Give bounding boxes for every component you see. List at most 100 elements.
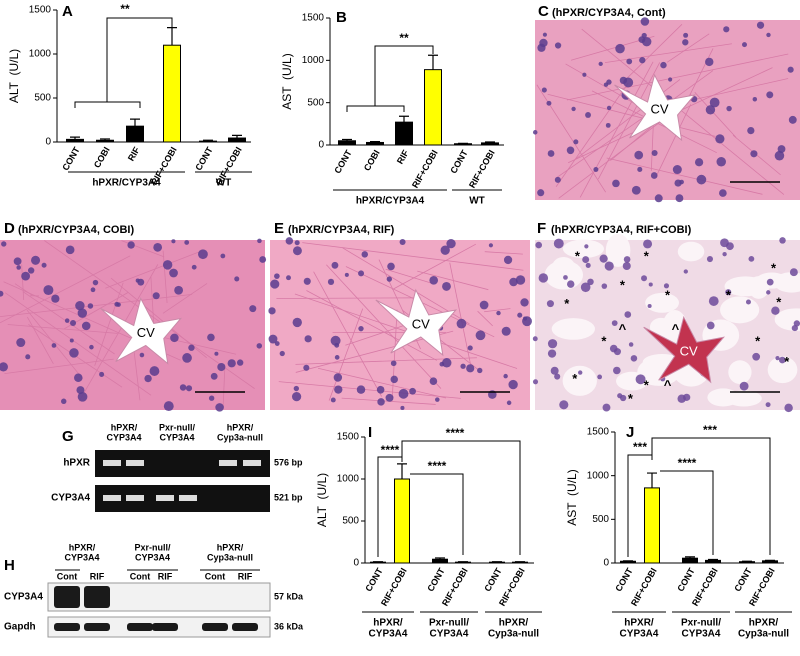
nucleus [725,289,732,296]
vacuole [767,356,798,384]
row-label: CYP3A4 [4,592,43,603]
x-tick-label: CONT [613,566,635,594]
nucleus [647,303,652,309]
blot-band [202,623,228,631]
x-tick-label: RIF+COBI [410,148,440,190]
significance-bracket [346,45,434,112]
nucleus [598,61,603,67]
nucleus [535,241,542,249]
nucleus [532,336,538,342]
nucleus [587,278,594,286]
nucleus [184,240,190,245]
nucleus [771,306,780,315]
nucleus [496,310,501,316]
nucleus [327,278,335,285]
blot-band [54,586,80,608]
nucleus [635,374,646,385]
x-tick-label: RIF [126,145,142,163]
nucleus [435,397,440,402]
nucleus [613,348,621,356]
cell-border [94,282,124,366]
error-bar [435,557,445,560]
nucleus [547,339,558,349]
nucleus [634,150,644,160]
gel-strip [95,450,270,477]
nucleus [696,174,707,185]
nucleus [706,321,715,330]
nucleus [578,370,583,375]
vein-label: CV [137,325,155,340]
cell-border [581,28,785,195]
nucleus [400,405,405,410]
nucleus [563,275,568,280]
nucleus [361,251,369,258]
nucleus [582,256,590,264]
nucleus [775,356,780,361]
nucleus [554,42,562,49]
nucleus [756,21,765,29]
nucleus [554,176,561,183]
bar [481,142,499,146]
lane-group-label: CYP3A4 [106,432,141,442]
nucleus [766,290,771,295]
nucleus [766,91,774,99]
nucleus [1,241,7,247]
nucleus [0,362,8,372]
significance-label: ** [399,31,409,45]
nucleus [270,279,280,289]
lesion-marker: * [564,296,570,311]
nucleus [77,308,88,318]
cell-border [417,270,489,291]
cell-border [326,264,442,389]
group-label: CYP3A4 [430,629,469,640]
nucleus [294,240,300,246]
nucleus [16,265,21,270]
nucleus [623,77,634,88]
cell-border [306,290,438,361]
nucleus [550,366,559,375]
gel-band [103,495,121,501]
nucleus [13,257,22,266]
cell-border [579,61,654,198]
significance-bracket [410,473,464,555]
error-bar [399,115,409,123]
cell-border [484,251,523,255]
nucleus [440,245,450,255]
nucleus [750,150,758,158]
nucleus [787,66,794,73]
nucleus [778,356,786,364]
blot-band [127,623,153,631]
nucleus [766,278,774,286]
nucleus [215,403,224,412]
cell-border [317,367,447,399]
vacuole [562,365,597,396]
nucleus [626,58,633,65]
lesion-marker: * [601,333,607,348]
cell-border [694,92,737,138]
nucleus [429,275,439,285]
nucleus [69,338,74,343]
nucleus [517,312,523,318]
nucleus [613,366,621,375]
vacuole [728,360,752,384]
nucleus [774,150,785,161]
lesion-marker: * [755,333,761,348]
panel-title: (hPXR/CYP3A4, Cont) [552,7,666,19]
nucleus [377,398,385,406]
lesion-marker: * [771,260,777,275]
nucleus [719,189,727,197]
nucleus [390,360,397,367]
cell-border [27,316,54,364]
nucleus [182,353,192,363]
nucleus [683,32,689,38]
nucleus [127,241,135,249]
nucleus [726,105,732,112]
nucleus [185,385,193,392]
x-tick-label: RIF [395,148,411,166]
panel-label: D [4,220,15,237]
cell-border [449,262,472,366]
nucleus [92,279,99,286]
bar [338,140,356,146]
error-bar [232,134,242,139]
